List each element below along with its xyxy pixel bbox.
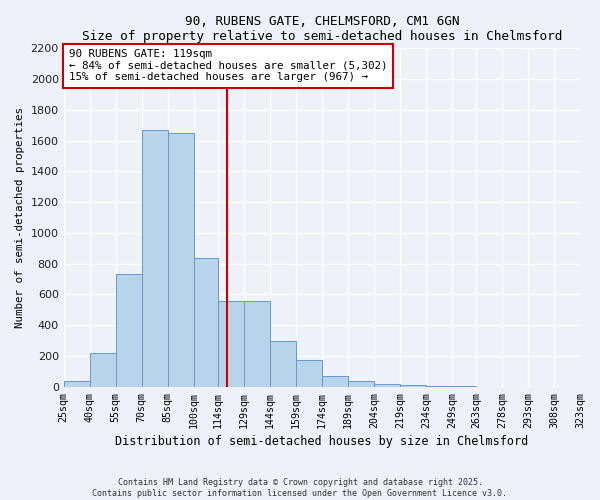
Bar (64, 380, 89, 386)
Title: 90, RUBENS GATE, CHELMSFORD, CM1 6GN
Size of property relative to semi-detached : 90, RUBENS GATE, CHELMSFORD, CM1 6GN Siz… (82, 15, 562, 43)
Bar (89, 353, 116, 386)
Bar (270, 340, 296, 386)
Bar (142, 130, 167, 386)
Bar (296, 360, 322, 386)
Bar (244, 300, 270, 386)
Bar (167, 133, 194, 386)
Text: 90 RUBENS GATE: 119sqm
← 84% of semi-detached houses are smaller (5,302)
15% of : 90 RUBENS GATE: 119sqm ← 84% of semi-det… (69, 49, 388, 82)
Text: Contains HM Land Registry data © Crown copyright and database right 2025.
Contai: Contains HM Land Registry data © Crown c… (92, 478, 508, 498)
Bar (116, 274, 142, 386)
Bar (194, 258, 218, 386)
Bar (218, 300, 244, 386)
Y-axis label: Number of semi-detached properties: Number of semi-detached properties (15, 107, 25, 328)
Bar (400, 385, 426, 386)
Bar (348, 382, 374, 386)
Bar (322, 376, 348, 386)
X-axis label: Distribution of semi-detached houses by size in Chelmsford: Distribution of semi-detached houses by … (115, 434, 529, 448)
Bar (374, 384, 400, 386)
